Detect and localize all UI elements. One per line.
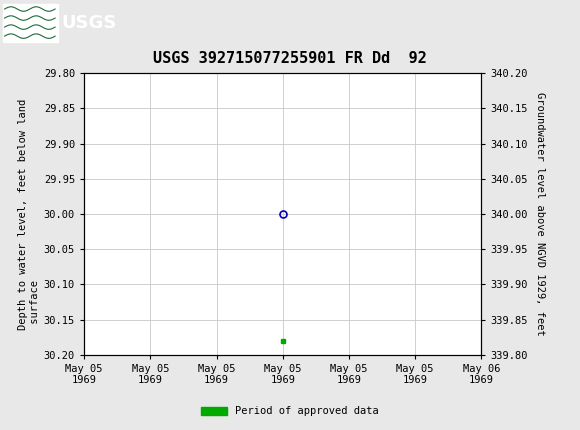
Text: USGS 392715077255901 FR Dd  92: USGS 392715077255901 FR Dd 92 bbox=[153, 51, 427, 65]
Legend: Period of approved data: Period of approved data bbox=[197, 402, 383, 421]
Y-axis label: Depth to water level, feet below land
 surface: Depth to water level, feet below land su… bbox=[18, 98, 39, 329]
Bar bbox=[3, 3, 58, 42]
Text: USGS: USGS bbox=[61, 14, 116, 31]
Y-axis label: Groundwater level above NGVD 1929, feet: Groundwater level above NGVD 1929, feet bbox=[535, 92, 545, 336]
